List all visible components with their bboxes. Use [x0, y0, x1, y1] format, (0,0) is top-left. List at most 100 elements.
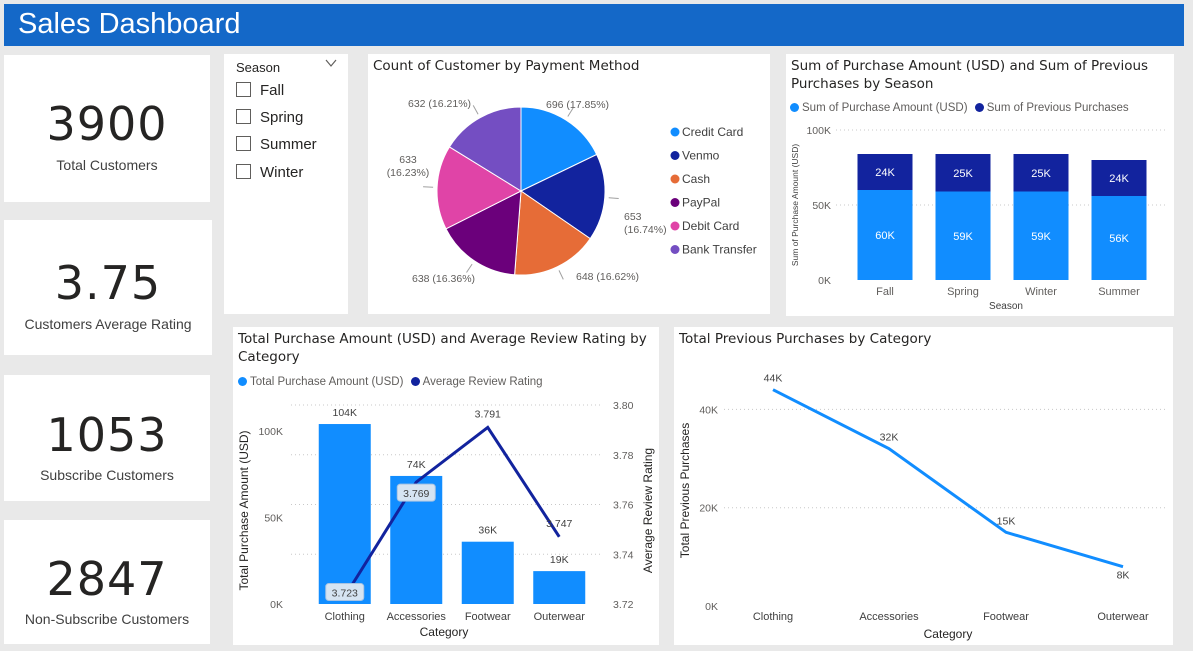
data-label: 633 (16.23%) [387, 154, 430, 179]
pie-slice [520, 106, 598, 192]
chart-title: Count of Customer by Payment Method [373, 58, 640, 74]
y-axis-title: Total Previous Purchases [678, 423, 692, 558]
data-label: 15K [997, 515, 1016, 527]
data-label: 3.769 [403, 488, 429, 500]
legend-label: Total Purchase Amount (USD) [250, 376, 404, 388]
data-label: 60K [875, 230, 895, 242]
kpi-card-average-rating: 3.75 Customers Average Rating [4, 220, 212, 355]
kpi-value: 1053 [46, 408, 168, 462]
y-tick-label: 50K [264, 512, 283, 524]
legend-label: Debit Card [682, 219, 739, 233]
x-tick-label: Clothing [753, 611, 793, 623]
kpi-card-non-subscribe-customers: 2847 Non-Subscribe Customers [4, 520, 210, 644]
leader-line [567, 107, 574, 117]
data-label: 36K [478, 525, 497, 537]
rating-line [343, 425, 561, 598]
y-right-axis-title: Average Review Rating [641, 448, 655, 573]
bar-segment [857, 190, 913, 280]
y-right-tick-label: 3.80 [613, 400, 634, 412]
y-right-tick-label: 3.74 [613, 549, 634, 561]
page-title: Sales Dashboard [18, 8, 241, 40]
chevron-down-icon[interactable] [324, 56, 338, 70]
chart-title: Total Previous Purchases by Category [679, 331, 932, 347]
slicer-item-spring[interactable]: Spring [236, 109, 303, 129]
checkbox[interactable] [236, 164, 251, 179]
data-label: 3.791 [475, 408, 501, 420]
data-label: 8K [1117, 570, 1130, 582]
legend-dot [410, 377, 420, 386]
x-tick-label: Accessories [859, 611, 919, 623]
payment-method-pie-card: Count of Customer by Payment Method 696 … [368, 54, 770, 314]
checkbox[interactable] [236, 109, 251, 124]
bar-segment [935, 154, 991, 192]
legend-dot [670, 221, 680, 231]
data-label: 56K [1109, 233, 1129, 245]
y-axis-title: Total Purchase Amount (USD) [237, 430, 251, 590]
checkbox[interactable] [236, 136, 251, 151]
checkbox[interactable] [236, 82, 251, 97]
y-right-tick-label: 3.78 [613, 450, 634, 462]
slicer-item-fall[interactable]: Fall [236, 82, 284, 102]
chart-title: Total Purchase Amount (USD) and Average … [238, 331, 647, 365]
data-label: 44K [764, 373, 783, 385]
bar [318, 424, 371, 604]
bar-segment [1013, 191, 1069, 280]
data-label-box [396, 483, 436, 502]
slicer-item-label: Winter [260, 164, 304, 181]
pie-slice [436, 146, 523, 230]
bar-segment [857, 154, 913, 190]
y-tick-label: 50K [812, 200, 831, 212]
legend-label: Bank Transfer [682, 243, 757, 257]
legend-label: Cash [682, 172, 710, 186]
legend-dot [670, 151, 680, 160]
leader-line [466, 263, 473, 273]
legend-item[interactable]: Sum of Purchase Amount (USD) [790, 102, 968, 114]
y-tick-label: 40K [699, 404, 718, 416]
legend-item[interactable]: Sum of Previous Purchases [974, 102, 1129, 114]
pie-slice [514, 190, 591, 276]
legend-item[interactable]: Total Purchase Amount (USD) [238, 376, 403, 388]
bar-segment [1091, 160, 1147, 196]
legend-label: PayPal [682, 196, 720, 210]
legend-label: Sum of Previous Purchases [986, 102, 1129, 114]
slicer-item-label: Fall [260, 82, 285, 99]
kpi-card-subscribe-customers: 1053 Subscribe Customers [4, 375, 210, 501]
data-label: 25K [1031, 168, 1051, 180]
data-label: 59K [953, 231, 973, 243]
bar [533, 571, 586, 604]
legend-dot [238, 377, 247, 386]
slicer-item-winter[interactable]: Winter [236, 164, 303, 184]
bar-segment [1091, 196, 1147, 280]
pie-slice [448, 106, 522, 192]
data-label: 104K [332, 407, 357, 419]
data-label: 3.723 [332, 588, 358, 600]
legend-label: Average Review Rating [422, 376, 543, 388]
kpi-label: Total Customers [56, 157, 158, 173]
kpi-value: 2847 [46, 552, 168, 606]
data-label: 25K [953, 168, 973, 180]
legend-item[interactable]: Average Review Rating [410, 376, 543, 388]
season-stacked-bar-card: Sum of Purchase Amount (USD) and Sum of … [786, 54, 1174, 316]
series-line [772, 388, 1124, 569]
pie-slice [445, 190, 522, 276]
x-tick-label: Fall [876, 286, 894, 298]
y-tick-label: 100K [258, 426, 283, 438]
legend-label: Venmo [682, 149, 720, 163]
slicer-item-summer[interactable]: Summer [236, 136, 317, 156]
data-label: 24K [875, 167, 895, 179]
data-label: 696 (17.85%) [546, 99, 609, 111]
x-tick-label: Footwear [465, 611, 511, 623]
slicer-title: Season [236, 60, 281, 75]
season-slicer: Season Fall Spring Summer Winter [224, 54, 348, 314]
category-combo-chart: 3.72 3.74 3.76 3.78 3.80 0K 50K 100K Total Purch… [237, 400, 655, 639]
legend-dot [790, 103, 799, 112]
season-stacked-bar-chart: 0K 50K 100K Sum of Purchase Amount (USD) 60K… [790, 125, 1168, 312]
data-label: 653 (16.74%) [624, 211, 667, 236]
data-label: 638 (16.36%) [412, 273, 475, 285]
y-tick-label: 0K [270, 599, 283, 611]
y-axis-title: Sum of Purchase Amount (USD) [790, 144, 800, 267]
slicer-item-label: Summer [260, 136, 317, 153]
bar-segment [935, 191, 991, 280]
data-label-box [325, 583, 365, 602]
kpi-card-total-customers: 3900 Total Customers [4, 55, 210, 202]
